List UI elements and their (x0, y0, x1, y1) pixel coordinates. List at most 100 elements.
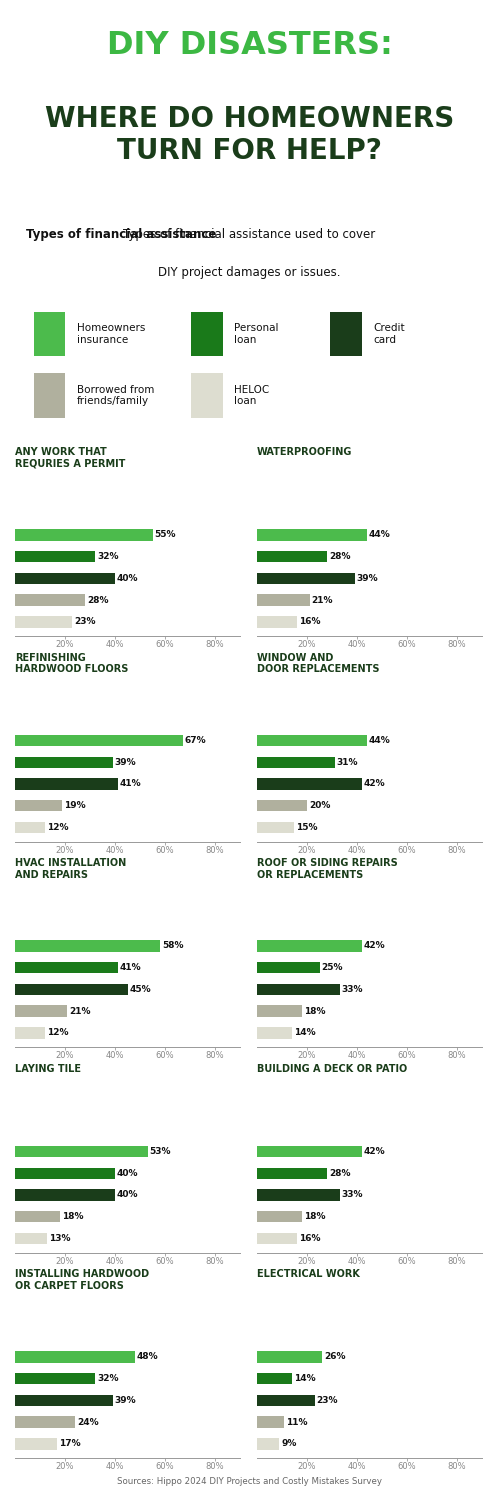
Text: 31%: 31% (336, 758, 358, 766)
Text: 53%: 53% (150, 1148, 171, 1156)
Bar (15, 1416, 75, 1428)
Bar (257, 1395, 314, 1406)
Text: 32%: 32% (97, 552, 118, 561)
Text: Types of financial assistance used to cover: Types of financial assistance used to co… (123, 228, 376, 242)
Text: 19%: 19% (64, 801, 86, 810)
Text: Borrowed from
friends/family: Borrowed from friends/family (77, 384, 154, 406)
Bar (15, 594, 85, 606)
Text: 48%: 48% (137, 1353, 159, 1362)
Bar (257, 1210, 302, 1222)
Bar (15, 1028, 45, 1038)
Bar (15, 530, 153, 540)
Bar (257, 1438, 279, 1449)
Bar (257, 822, 294, 833)
Bar (15, 756, 112, 768)
Text: 40%: 40% (117, 1168, 139, 1178)
Bar (257, 1190, 339, 1200)
Text: WINDOW AND
DOOR REPLACEMENTS: WINDOW AND DOOR REPLACEMENTS (257, 652, 379, 675)
Text: 33%: 33% (341, 1191, 363, 1200)
Text: 23%: 23% (316, 1396, 338, 1406)
Text: WHERE DO HOMEOWNERS
TURN FOR HELP?: WHERE DO HOMEOWNERS TURN FOR HELP? (45, 105, 454, 165)
Text: Credit
card: Credit card (373, 322, 405, 345)
Text: 18%: 18% (304, 1212, 325, 1221)
Bar (257, 1233, 297, 1244)
Text: 28%: 28% (329, 552, 350, 561)
Bar (15, 1005, 67, 1017)
Text: 58%: 58% (162, 942, 184, 951)
Text: 18%: 18% (62, 1212, 83, 1221)
Text: 14%: 14% (294, 1374, 316, 1383)
Bar (257, 962, 319, 974)
Text: 20%: 20% (309, 801, 330, 810)
Text: 26%: 26% (324, 1353, 345, 1362)
Bar (257, 735, 367, 746)
Text: 42%: 42% (364, 942, 386, 951)
Bar (15, 1190, 115, 1200)
Bar (15, 984, 128, 994)
Bar (15, 1233, 47, 1244)
Bar (257, 800, 307, 812)
Text: HELOC
loan: HELOC loan (234, 384, 269, 406)
Bar (15, 1167, 115, 1179)
Bar (257, 940, 362, 951)
FancyBboxPatch shape (330, 312, 362, 356)
Text: 23%: 23% (74, 618, 96, 627)
Bar (15, 800, 62, 812)
Text: 9%: 9% (281, 1440, 297, 1449)
Bar (15, 573, 115, 584)
Text: 33%: 33% (341, 986, 363, 994)
Text: 44%: 44% (369, 736, 391, 746)
Text: 32%: 32% (97, 1374, 118, 1383)
Text: 25%: 25% (321, 963, 343, 972)
Text: 17%: 17% (59, 1440, 81, 1449)
Bar (15, 550, 95, 562)
Bar (257, 984, 339, 994)
Bar (257, 530, 367, 540)
Text: DIY project damages or issues.: DIY project damages or issues. (158, 266, 341, 279)
Text: LAYING TILE: LAYING TILE (15, 1064, 81, 1074)
Bar (15, 962, 117, 974)
Bar (15, 1372, 95, 1384)
Bar (257, 1028, 292, 1038)
Bar (257, 778, 362, 789)
Bar (257, 1352, 322, 1362)
Text: 55%: 55% (155, 531, 176, 540)
Text: Types of financial assistance: Types of financial assistance (26, 228, 217, 242)
Text: 24%: 24% (77, 1418, 99, 1426)
Text: HVAC INSTALLATION
AND REPAIRS: HVAC INSTALLATION AND REPAIRS (15, 858, 126, 880)
Bar (15, 1438, 57, 1449)
Text: ROOF OR SIDING REPAIRS
OR REPLACEMENTS: ROOF OR SIDING REPAIRS OR REPLACEMENTS (257, 858, 398, 880)
Bar (15, 822, 45, 833)
Bar (257, 1146, 362, 1156)
Text: 16%: 16% (299, 618, 320, 627)
Text: 45%: 45% (130, 986, 151, 994)
Text: 13%: 13% (49, 1234, 71, 1244)
Text: BUILDING A DECK OR PATIO: BUILDING A DECK OR PATIO (257, 1064, 407, 1074)
Bar (257, 1372, 292, 1384)
Text: 42%: 42% (364, 1148, 386, 1156)
Text: 40%: 40% (117, 574, 139, 584)
Bar (15, 1210, 60, 1222)
Text: 39%: 39% (114, 1396, 136, 1406)
Text: 21%: 21% (311, 596, 333, 604)
Text: ELECTRICAL WORK: ELECTRICAL WORK (257, 1269, 360, 1280)
Bar (15, 616, 72, 627)
Text: 12%: 12% (47, 824, 68, 833)
Bar (257, 594, 309, 606)
Bar (257, 1167, 327, 1179)
Text: WATERPROOFING: WATERPROOFING (257, 447, 352, 458)
FancyBboxPatch shape (34, 374, 65, 417)
Bar (257, 616, 297, 627)
Bar (15, 940, 160, 951)
Text: Homeowners
insurance: Homeowners insurance (77, 322, 145, 345)
Text: 11%: 11% (286, 1418, 308, 1426)
Text: 14%: 14% (294, 1029, 316, 1038)
Bar (257, 1416, 284, 1428)
Text: INSTALLING HARDWOOD
OR CARPET FLOORS: INSTALLING HARDWOOD OR CARPET FLOORS (15, 1269, 149, 1292)
FancyBboxPatch shape (34, 312, 65, 356)
Text: 42%: 42% (364, 780, 386, 789)
Text: 41%: 41% (119, 963, 141, 972)
Text: 28%: 28% (329, 1168, 350, 1178)
Bar (257, 550, 327, 562)
Text: REFINISHING
HARDWOOD FLOORS: REFINISHING HARDWOOD FLOORS (15, 652, 128, 675)
